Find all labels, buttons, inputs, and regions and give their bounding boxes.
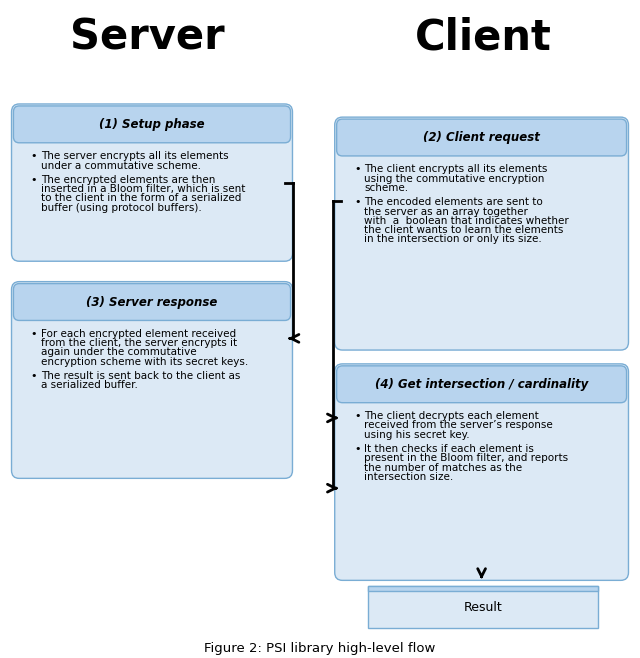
Text: scheme.: scheme. [364, 183, 408, 193]
Text: in the intersection or only its size.: in the intersection or only its size. [364, 234, 542, 244]
Text: present in the Bloom filter, and reports: present in the Bloom filter, and reports [364, 453, 568, 463]
Text: •: • [354, 411, 360, 421]
FancyBboxPatch shape [337, 119, 627, 156]
Text: from the client, the server encrypts it: from the client, the server encrypts it [41, 338, 237, 348]
Text: inserted in a Bloom filter, which is sent: inserted in a Bloom filter, which is sen… [41, 184, 245, 194]
FancyBboxPatch shape [335, 364, 628, 580]
Text: Result: Result [464, 601, 502, 613]
Text: The client encrypts all its elements: The client encrypts all its elements [364, 164, 548, 174]
Text: the client wants to learn the elements: the client wants to learn the elements [364, 225, 564, 235]
Text: •: • [31, 329, 37, 339]
Text: a serialized buffer.: a serialized buffer. [41, 380, 138, 390]
FancyBboxPatch shape [368, 586, 598, 628]
Text: Client: Client [415, 16, 552, 59]
FancyBboxPatch shape [12, 104, 292, 261]
FancyBboxPatch shape [337, 366, 627, 403]
Text: •: • [31, 175, 37, 185]
FancyBboxPatch shape [335, 117, 628, 350]
Text: (2) Client request: (2) Client request [423, 131, 540, 144]
Text: (1) Setup phase: (1) Setup phase [99, 118, 205, 131]
FancyBboxPatch shape [13, 106, 291, 143]
Text: encryption scheme with its secret keys.: encryption scheme with its secret keys. [41, 357, 248, 367]
Text: •: • [354, 444, 360, 454]
Text: using the commutative encryption: using the commutative encryption [364, 174, 545, 184]
FancyBboxPatch shape [13, 284, 291, 320]
Text: again under the commutative: again under the commutative [41, 347, 196, 357]
Text: the server as an array together: the server as an array together [364, 207, 528, 216]
Text: •: • [31, 151, 37, 161]
Text: The client decrypts each element: The client decrypts each element [364, 411, 539, 421]
Text: with  a  boolean that indicates whether: with a boolean that indicates whether [364, 216, 569, 226]
FancyBboxPatch shape [12, 282, 292, 478]
Text: For each encrypted element received: For each encrypted element received [41, 329, 236, 339]
Text: •: • [354, 197, 360, 207]
Text: The server encrypts all its elements: The server encrypts all its elements [41, 151, 228, 161]
Text: Server: Server [70, 16, 225, 59]
FancyBboxPatch shape [368, 586, 598, 591]
Text: The encrypted elements are then: The encrypted elements are then [41, 175, 215, 185]
Text: •: • [354, 164, 360, 174]
Text: the number of matches as the: the number of matches as the [364, 463, 522, 472]
Text: The encoded elements are sent to: The encoded elements are sent to [364, 197, 543, 207]
Text: to the client in the form of a serialized: to the client in the form of a serialize… [41, 193, 241, 203]
Text: •: • [31, 371, 37, 381]
Text: (4) Get intersection / cardinality: (4) Get intersection / cardinality [375, 378, 588, 391]
Text: It then checks if each element is: It then checks if each element is [364, 444, 534, 454]
Text: Figure 2: PSI library high-level flow: Figure 2: PSI library high-level flow [204, 642, 436, 655]
Text: under a commutative scheme.: under a commutative scheme. [41, 161, 201, 170]
Text: using his secret key.: using his secret key. [364, 430, 470, 440]
Text: (3) Server response: (3) Server response [86, 295, 218, 309]
Text: received from the server’s response: received from the server’s response [364, 420, 553, 430]
Text: intersection size.: intersection size. [364, 472, 453, 482]
Text: buffer (using protocol buffers).: buffer (using protocol buffers). [41, 203, 202, 213]
Text: The result is sent back to the client as: The result is sent back to the client as [41, 371, 241, 381]
